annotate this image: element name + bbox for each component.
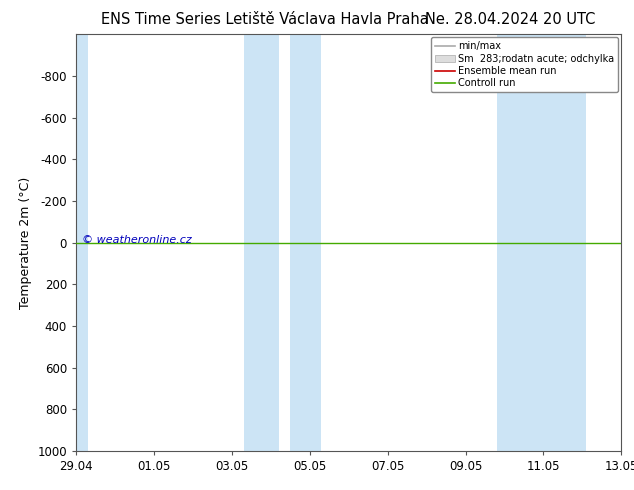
Bar: [290, 34, 321, 451]
Legend: min/max, Sm  283;rodatn acute; odchylka, Ensemble mean run, Controll run: min/max, Sm 283;rodatn acute; odchylka, …: [431, 37, 618, 92]
Bar: [72, 34, 87, 451]
Bar: [496, 34, 586, 451]
Y-axis label: Temperature 2m (°C): Temperature 2m (°C): [19, 176, 32, 309]
Bar: [243, 34, 278, 451]
Text: © weatheronline.cz: © weatheronline.cz: [82, 236, 191, 245]
Text: ENS Time Series Letiště Václava Havla Praha: ENS Time Series Letiště Václava Havla Pr…: [101, 12, 429, 27]
Text: Ne. 28.04.2024 20 UTC: Ne. 28.04.2024 20 UTC: [425, 12, 595, 27]
